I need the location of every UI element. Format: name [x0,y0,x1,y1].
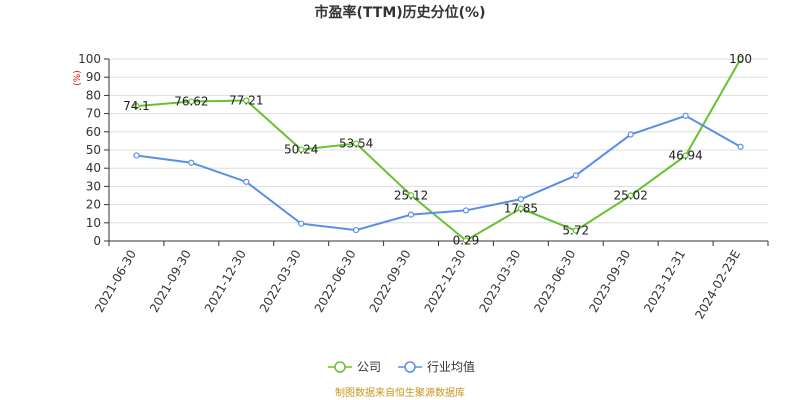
data-point-industry-average[interactable] [188,159,195,166]
data-point-company[interactable] [407,192,415,199]
source-note: 制图数据来自恒生聚源数据库 [335,386,465,399]
data-point-company[interactable] [462,237,470,244]
data-point-company[interactable] [243,97,250,104]
data-point-company[interactable] [682,152,689,159]
data-point-company[interactable] [627,192,634,199]
y-tick-label: 60 [86,125,101,139]
y-tick-label: 10 [86,216,101,230]
y-tick-label: 40 [86,161,101,175]
data-point-industry-average[interactable] [462,207,470,214]
data-point-industry-average[interactable] [407,211,415,218]
y-tick-label: 70 [86,107,101,121]
data-label: 46.94 [668,149,702,163]
data-label: 77.21 [229,93,263,107]
x-tick-label: 2021-09-30 [147,248,194,315]
data-point-company[interactable] [298,146,305,153]
legend-marker-industry-average [404,361,416,373]
legend-item-company[interactable]: 公司 [328,360,381,374]
y-tick-label: 50 [86,143,101,157]
data-point-company[interactable] [188,98,195,105]
data-point-industry-average[interactable] [298,220,305,227]
chart-title: 市盈率(TTM)历史分位(%) [315,4,486,21]
legend-item-industry-average[interactable]: 行业均值 [398,359,475,374]
data-label: 50.24 [284,143,318,157]
x-tick-label: 2023-06-30 [531,248,578,315]
data-point-industry-average[interactable] [133,152,140,159]
data-label: 53.54 [339,137,373,151]
x-tick-label: 2023-09-30 [586,248,633,315]
x-tick-label: 2024-02-23E [692,248,743,322]
y-tick-label: 20 [86,198,101,212]
x-tick-label: 2022-12-30 [422,248,469,315]
data-point-industry-average[interactable] [243,178,250,185]
x-tick-label: 2023-03-30 [476,248,523,315]
y-axis-ticks: 0 10 20 30 40 50 60 70 80 90 100 [78,52,109,248]
data-point-company[interactable] [517,205,524,212]
data-label: 0.29 [453,233,480,247]
data-label: 25.12 [394,188,428,202]
x-tick-label: 2022-03-30 [257,248,304,315]
y-tick-label: 90 [86,70,101,84]
data-label: 17.85 [504,202,538,216]
x-tick-label: 2023-12-31 [641,248,688,315]
data-point-industry-average[interactable] [353,226,360,234]
x-axis-ticks: 2021-06-30 2021-09-30 2021-12-30 2022-03-30… [92,241,769,322]
series-line-industry-average [136,114,742,232]
data-point-company[interactable] [133,103,140,110]
data-labels: 74.1 76.62 77.21 50.24 53.54 25.12 0.29 17.85 5.… [123,52,752,247]
data-point-company[interactable] [572,227,579,234]
x-tick-label: 2021-06-30 [92,248,139,315]
legend[interactable]: 公司 行业均值 [328,359,475,374]
y-tick-label: 100 [78,52,101,66]
data-label: 5.72 [562,224,589,238]
x-tick-label: 2022-09-30 [367,248,414,315]
data-label: 100 [729,52,752,66]
legend-label-industry-average: 行业均值 [427,359,475,374]
y-tick-label: 0 [93,234,101,248]
series-line-company [136,58,742,242]
grid-lines [109,58,768,224]
data-point-industry-average[interactable] [682,112,689,119]
y-tick-label: 30 [86,179,101,193]
legend-marker-company [334,361,346,373]
data-point-industry-average[interactable] [737,143,744,150]
data-point-company[interactable] [353,140,360,147]
data-label: 76.62 [174,95,208,109]
y-axis-unit-label: (%) [73,70,83,86]
data-point-company[interactable] [737,55,744,63]
y-tick-label: 80 [86,88,101,102]
data-point-industry-average[interactable] [572,172,579,179]
x-tick-label: 2021-12-30 [202,248,249,315]
data-label: 25.02 [614,188,648,202]
data-label: 74.1 [123,99,150,113]
data-point-industry-average[interactable] [627,131,634,138]
series-layer [133,55,744,244]
x-tick-label: 2022-06-30 [312,248,359,315]
data-point-industry-average[interactable] [517,196,524,203]
legend-label-company: 公司 [357,360,381,374]
